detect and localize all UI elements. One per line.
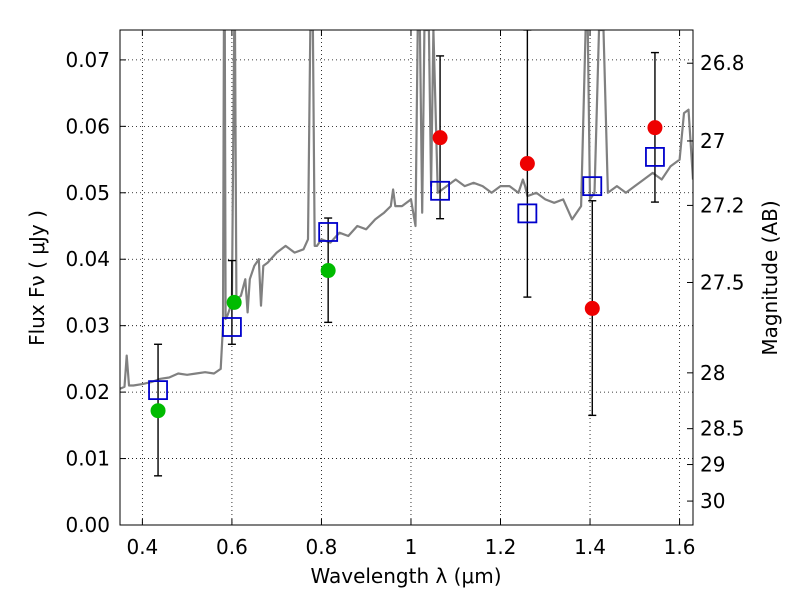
axis-ticks: 0.4 0.6 0.8 1 1.2 1.4 1.6 0.00 0.01 0.02 0.03 0.04 0… — [65, 30, 745, 559]
grid — [120, 30, 693, 526]
right-tick-label-3: 27.5 — [700, 270, 745, 294]
x-tick-label-6: 1.6 — [664, 535, 696, 559]
x-tick-label-5: 1.4 — [574, 535, 606, 559]
red-point-1 — [519, 156, 535, 172]
model-square-2 — [318, 222, 339, 242]
red-point-0 — [432, 130, 448, 146]
x-tick-label-4: 1.2 — [485, 535, 517, 559]
right-tick-label-4: 28 — [700, 361, 725, 385]
model-square-1 — [222, 317, 242, 337]
model-square-0 — [148, 380, 168, 401]
plot-frame — [119, 29, 694, 526]
y-tick-label-0: 0.00 — [65, 513, 110, 537]
green-point-0 — [150, 403, 166, 419]
right-axis-label: Magnitude (AB) — [758, 200, 782, 355]
x-tick-label-0: 0.4 — [126, 535, 158, 559]
y-tick-label-3: 0.03 — [65, 314, 110, 338]
plot-background — [120, 30, 693, 525]
model-square-6 — [645, 147, 665, 167]
x-axis-label: Wavelength λ (μm) — [310, 564, 501, 588]
model-square-3 — [430, 180, 450, 201]
y-tick-label-5: 0.05 — [65, 181, 110, 205]
x-tick-label-3: 1 — [405, 535, 418, 559]
y-axis-label: Flux Fν ( μJy ) — [25, 210, 49, 346]
green-point-1 — [226, 294, 242, 310]
y-tick-label-4: 0.04 — [65, 247, 110, 271]
y-tick-label-7: 0.07 — [65, 48, 110, 72]
right-tick-label-7: 30 — [700, 489, 725, 513]
x-tick-label-2: 0.8 — [306, 535, 338, 559]
right-tick-label-2: 27.2 — [700, 193, 745, 217]
y-tick-label-2: 0.02 — [65, 380, 110, 404]
right-tick-label-6: 29 — [700, 453, 725, 477]
right-tick-label-5: 28.5 — [700, 417, 745, 441]
red-point-3 — [647, 120, 663, 136]
right-tick-label-1: 27 — [700, 129, 725, 153]
model-square-5 — [582, 176, 603, 197]
model-square-4 — [517, 203, 538, 224]
y-tick-label-6: 0.06 — [65, 114, 110, 138]
red-point-2 — [584, 300, 600, 316]
plot-area — [120, 30, 693, 477]
y-tick-label-1: 0.01 — [65, 447, 110, 471]
green-point-2 — [320, 263, 336, 279]
right-tick-label-0: 26.8 — [700, 51, 745, 75]
x-tick-label-1: 0.6 — [216, 535, 248, 559]
spectrum-line — [120, 30, 693, 390]
